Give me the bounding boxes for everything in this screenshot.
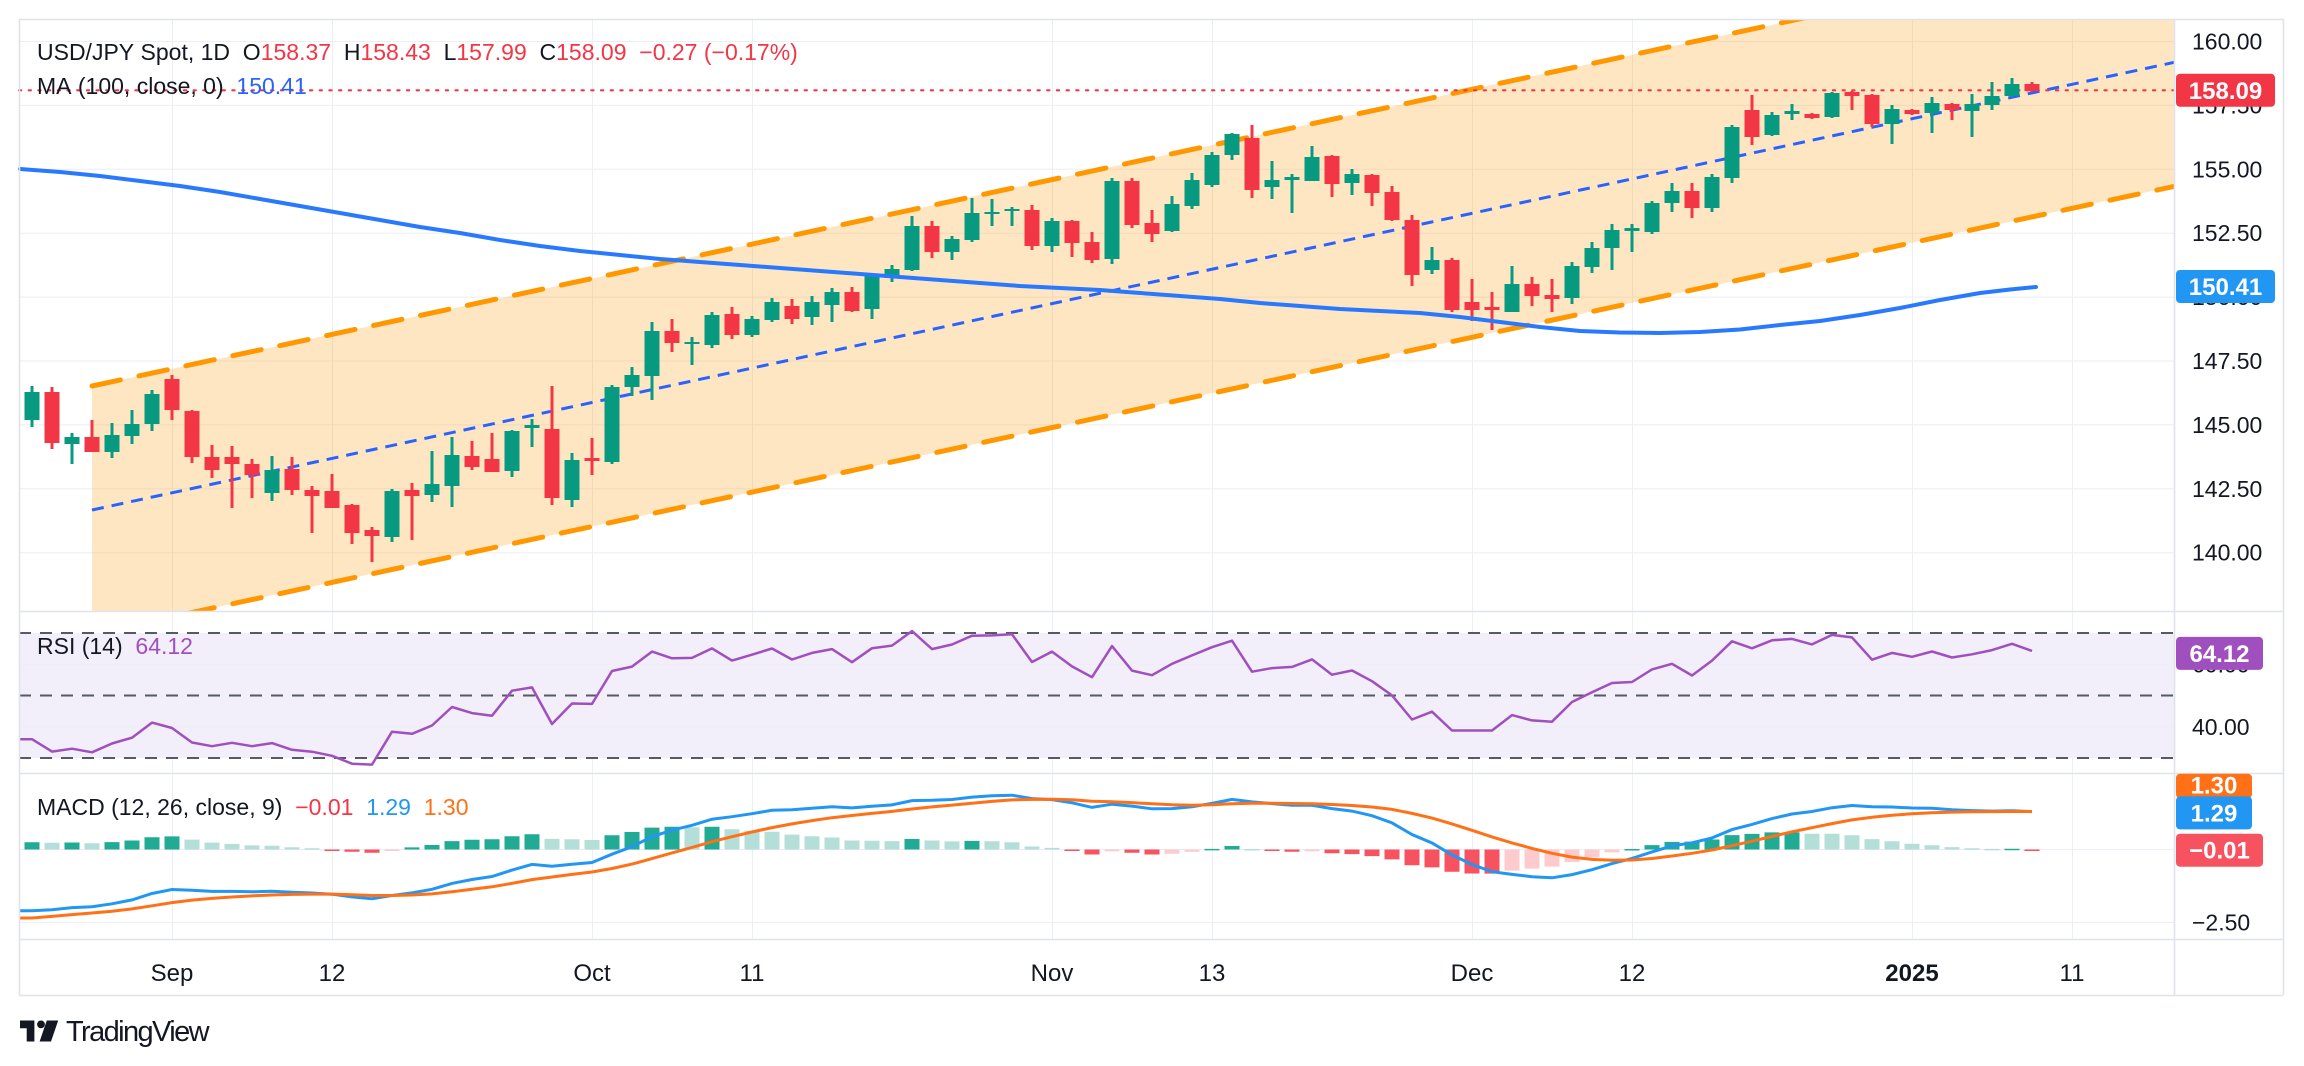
svg-text:145.00: 145.00 <box>2192 412 2262 438</box>
svg-text:1.29: 1.29 <box>2191 800 2238 827</box>
svg-text:1.30: 1.30 <box>2191 773 2238 800</box>
svg-text:Sep: Sep <box>151 960 194 987</box>
svg-text:MACD (12, 26, close, 9) −0.01: MACD (12, 26, close, 9) −0.01 1.29 1.30 <box>37 794 469 820</box>
svg-text:155.00: 155.00 <box>2192 156 2262 182</box>
svg-text:11: 11 <box>740 960 765 987</box>
svg-text:USD/JPY Spot, 1D O158.37 H15: USD/JPY Spot, 1D O158.37 H158.43 L157.99… <box>37 39 798 65</box>
svg-text:Oct: Oct <box>573 960 611 987</box>
svg-text:RSI (14) 64.12: RSI (14) 64.12 <box>37 633 193 659</box>
svg-text:12: 12 <box>319 960 346 987</box>
svg-text:158.09: 158.09 <box>2189 78 2262 105</box>
svg-text:160.00: 160.00 <box>2192 29 2262 55</box>
svg-text:140.00: 140.00 <box>2192 540 2262 566</box>
svg-text:142.50: 142.50 <box>2192 476 2262 502</box>
svg-text:MA (100, close, 0) 150.41: MA (100, close, 0) 150.41 <box>37 73 307 99</box>
svg-text:−0.01: −0.01 <box>2189 838 2250 865</box>
svg-text:64.12: 64.12 <box>2189 641 2249 668</box>
svg-text:40.00: 40.00 <box>2192 714 2250 740</box>
svg-text:2025: 2025 <box>1885 960 1938 987</box>
svg-text:Dec: Dec <box>1451 960 1494 987</box>
svg-text:11: 11 <box>2060 960 2085 987</box>
svg-text:152.50: 152.50 <box>2192 220 2262 246</box>
svg-text:TradingView: TradingView <box>66 1016 211 1048</box>
svg-text:Nov: Nov <box>1031 960 1074 987</box>
svg-text:147.50: 147.50 <box>2192 348 2262 374</box>
svg-text:13: 13 <box>1199 960 1226 987</box>
svg-text:−2.50: −2.50 <box>2192 909 2250 935</box>
svg-text:150.41: 150.41 <box>2189 274 2262 301</box>
svg-text:12: 12 <box>1619 960 1646 987</box>
